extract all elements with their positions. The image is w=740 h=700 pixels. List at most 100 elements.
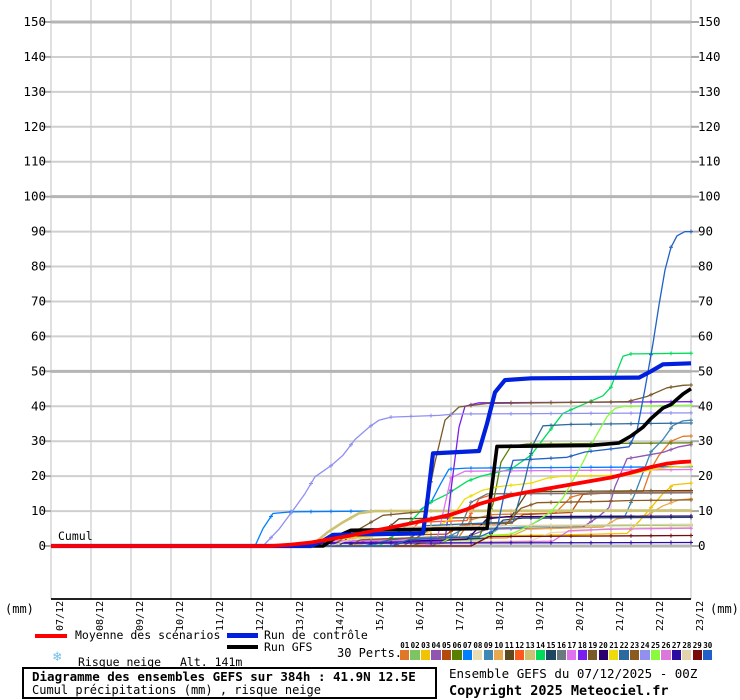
chart-title: Diagramme des ensembles GEFS sur 384h : …: [32, 669, 416, 684]
x-tick-label: 12/12: [255, 601, 266, 631]
pert-swatch: [431, 650, 441, 660]
x-tick-label: 20/12: [575, 601, 586, 631]
y-tick-label-left: 100: [23, 189, 46, 204]
precipitation-cumul-chart: 07/12 08/12 09/12 10/12 11/12 12/12 13/12 14/12…: [5, 0, 739, 631]
pert-number: 04: [431, 641, 441, 650]
pert-swatch: [535, 650, 546, 660]
y-tick-label-left: 120: [23, 119, 46, 134]
series-line-mean: [51, 459, 692, 548]
pert-swatch: [588, 650, 598, 660]
pert-swatch: [546, 650, 556, 660]
pert-number: 08: [473, 641, 483, 650]
pert-swatch: [567, 650, 577, 660]
pert-number: 01: [400, 641, 410, 650]
unit-label-left: (mm): [5, 602, 34, 616]
snow-risk-label: Risque neige: [78, 655, 162, 669]
y-tick-label-left: 110: [23, 154, 46, 169]
perts-legend-label: 30 Perts.: [337, 646, 403, 660]
pert-number: 12: [515, 641, 525, 650]
cumul-annotation: Cumul: [58, 529, 93, 543]
y-tick-label-left: 140: [23, 49, 46, 64]
pert-number: 16: [556, 641, 566, 650]
pert-number: 09: [483, 641, 493, 650]
y-tick-label-left: 70: [31, 293, 46, 308]
mean-legend-label: Moyenne des scénarios: [75, 628, 221, 642]
y-tick-label-left: 50: [31, 363, 46, 378]
pert-swatch: [577, 650, 587, 660]
x-tick-label: 13/12: [295, 601, 306, 631]
control-legend-label: Run de contrôle: [264, 628, 368, 642]
x-tick-label: 17/12: [455, 601, 466, 631]
y-tick-label-right: 110: [698, 154, 721, 169]
pert-swatch: [410, 650, 420, 660]
y-tick-label-left: 80: [31, 259, 46, 274]
y-tick-label-right: 100: [698, 189, 721, 204]
pert-number: 20: [598, 641, 608, 650]
pert-number: 23: [630, 641, 640, 650]
pert-swatch: [473, 650, 483, 660]
altitude-label: Alt. 141m: [180, 655, 243, 669]
y-tick-label-left: 40: [31, 398, 46, 413]
y-tick-label-left: 90: [31, 224, 46, 239]
x-tick-label: 09/12: [135, 601, 146, 631]
x-tick-label: 07/12: [55, 601, 66, 631]
pert-number: 18: [577, 641, 587, 650]
y-tick-label-right: 30: [698, 433, 713, 448]
pert-swatch: [640, 650, 650, 660]
pert-swatch: [661, 650, 671, 660]
y-tick-label-right: 80: [698, 259, 713, 274]
series-line-p24: [51, 412, 692, 547]
y-tick-label-left: 10: [31, 503, 46, 518]
pert-swatch: [494, 650, 504, 660]
pert-number: 27: [671, 641, 681, 650]
gfs-line-swatch: [227, 645, 258, 649]
pert-swatch: [420, 650, 431, 660]
mean-line-swatch: [35, 634, 67, 638]
pert-number: 22: [619, 641, 629, 650]
copyright: Copyright 2025 Meteociel.fr: [449, 683, 669, 699]
x-tick-label: 23/12: [695, 601, 706, 631]
pert-swatch: [483, 650, 493, 660]
pert-number: 26: [661, 641, 671, 650]
y-tick-label-right: 130: [698, 84, 721, 99]
pert-number: 02: [410, 641, 420, 650]
y-tick-label-left: 60: [31, 328, 46, 343]
y-tick-label-right: 120: [698, 119, 721, 134]
y-tick-label-right: 0: [698, 538, 706, 553]
pert-number: 06: [452, 641, 462, 650]
pert-swatch: [703, 650, 713, 660]
pert-number: 17: [567, 641, 577, 650]
y-tick-label-right: 50: [698, 363, 713, 378]
pert-swatch: [682, 650, 692, 660]
y-tick-label-left: 30: [31, 433, 46, 448]
y-tick-label-left: 150: [23, 14, 46, 29]
y-tick-label-left: 0: [38, 538, 46, 553]
y-tick-label-right: 140: [698, 49, 721, 64]
pert-number: 24: [640, 641, 650, 650]
pert-number: 03: [421, 641, 431, 650]
x-tick-label: 18/12: [495, 601, 506, 631]
pert-swatch: [556, 650, 567, 660]
pert-swatch: [462, 650, 472, 660]
y-tick-label-left: 20: [31, 468, 46, 483]
pert-number: 28: [682, 641, 692, 650]
x-tick-label: 14/12: [335, 601, 346, 631]
control-line-swatch: [227, 633, 258, 638]
pert-swatch: [525, 650, 535, 660]
x-tick-label: 10/12: [175, 601, 186, 631]
x-tick-label: 19/12: [535, 601, 546, 631]
pert-number: 14: [536, 641, 546, 650]
chart-subtitle: Cumul précipitations (mm) , risque neige: [32, 683, 321, 697]
y-tick-label-right: 20: [698, 468, 713, 483]
title-box: Diagramme des ensembles GEFS sur 384h : …: [22, 667, 437, 699]
series-markers-p30: [409, 229, 693, 542]
pert-swatch: [514, 650, 525, 660]
pert-swatch: [598, 650, 608, 660]
pert-number: 05: [442, 641, 452, 650]
x-tick-label: 22/12: [655, 601, 666, 631]
y-tick-label-left: 130: [23, 84, 46, 99]
y-tick-label-right: 60: [698, 328, 713, 343]
pert-swatch: [452, 650, 462, 660]
pert-swatch: [650, 650, 661, 660]
